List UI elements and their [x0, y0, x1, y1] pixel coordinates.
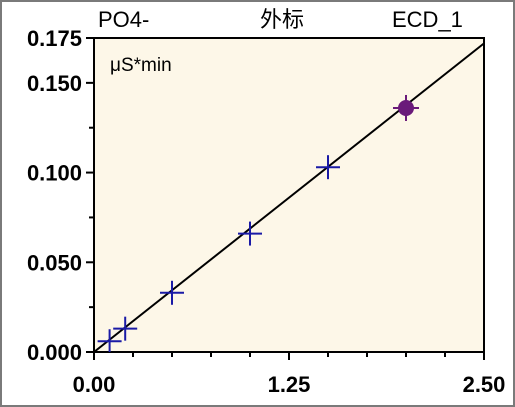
sample-point [393, 94, 419, 121]
detector-label: ECD_1 [392, 7, 463, 32]
standard-point [160, 280, 184, 305]
x-tick-label: 1.25 [268, 372, 311, 397]
standard-point [113, 316, 138, 341]
y-tick-label: 0.100 [27, 161, 82, 186]
calibration-line [94, 42, 484, 352]
y-tick-label: 0.175 [27, 26, 82, 51]
y-tick-label: 0.050 [27, 250, 82, 275]
axes: 0.000 0.050 0.100 0.150 0.175 0.00 1.25 2.50 [27, 26, 505, 397]
standard-point [316, 155, 340, 180]
chart-marks [94, 42, 484, 352]
x-tick-label: 0.00 [73, 372, 116, 397]
standard-point [97, 329, 122, 352]
y-unit-label: μS*min [110, 55, 172, 76]
x-tick-label: 2.50 [463, 372, 506, 397]
y-tick-label: 0.150 [27, 71, 82, 96]
analyte-label: PO4- [98, 7, 149, 32]
standard-point [238, 221, 262, 246]
y-tick-label: 0.000 [27, 340, 82, 365]
method-label: 外标 [260, 7, 304, 32]
